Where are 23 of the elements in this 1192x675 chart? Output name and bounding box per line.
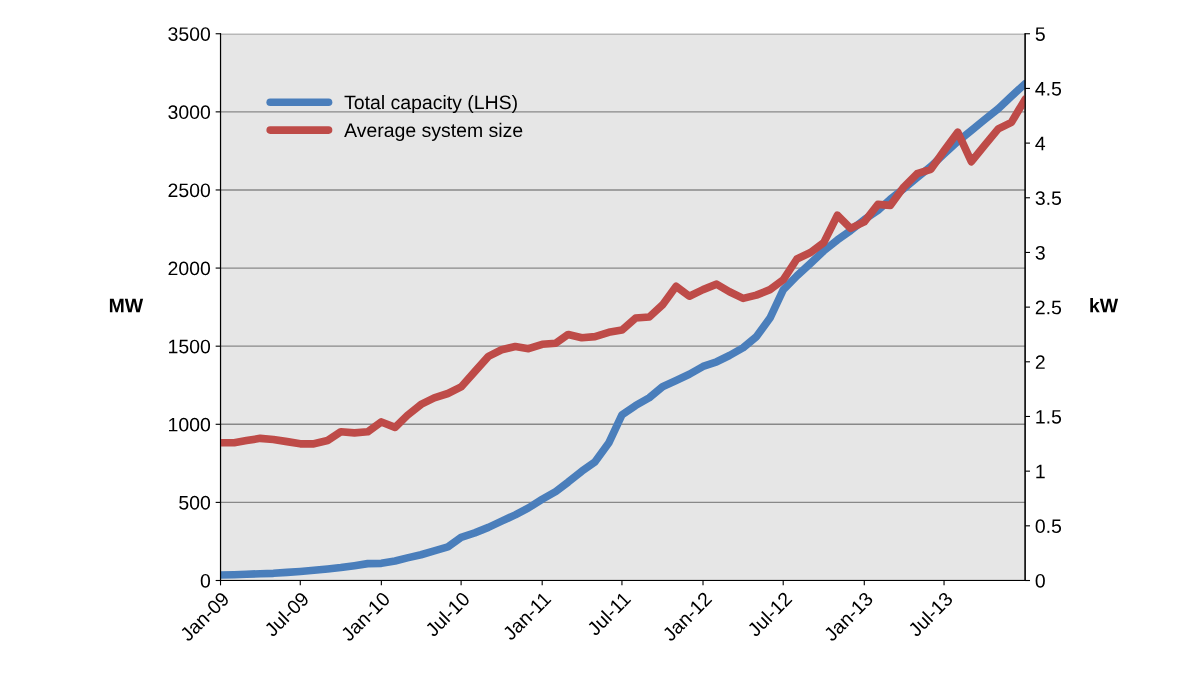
y2-tick-label: 2.5 [1035,300,1062,315]
y2-tick-label: 2 [1035,355,1045,369]
y-tick-label: 500 [179,495,211,510]
y-tick-label: 3000 [168,105,211,120]
y-tick-label: 1500 [169,339,211,354]
y-tick-label: 0 [200,573,211,588]
y-tick-label: 2000 [168,261,211,276]
legend-label: Total capacity (LHS) [344,94,517,114]
legend-label: Average system size [344,122,523,141]
y-axis-title: MW [109,298,144,313]
y2-tick-label: 5 [1035,27,1045,41]
y-tick-label: 3500 [168,27,211,41]
y2-tick-label: 3.5 [1035,191,1062,206]
y2-tick-label: 3 [1035,245,1045,260]
y2-tick-label: 1 [1036,464,1045,479]
y-tick-label: 2500 [168,183,211,198]
y2-axis-title: kW [1090,298,1119,313]
y2-tick-label: 4 [1035,136,1046,151]
y2-tick-label: 1.5 [1036,410,1062,424]
y-tick-label: 1000 [169,417,211,432]
y2-tick-label: 4.5 [1035,82,1062,96]
y2-tick-label: 0.5 [1035,519,1062,534]
y2-tick-label: 0 [1035,573,1045,588]
